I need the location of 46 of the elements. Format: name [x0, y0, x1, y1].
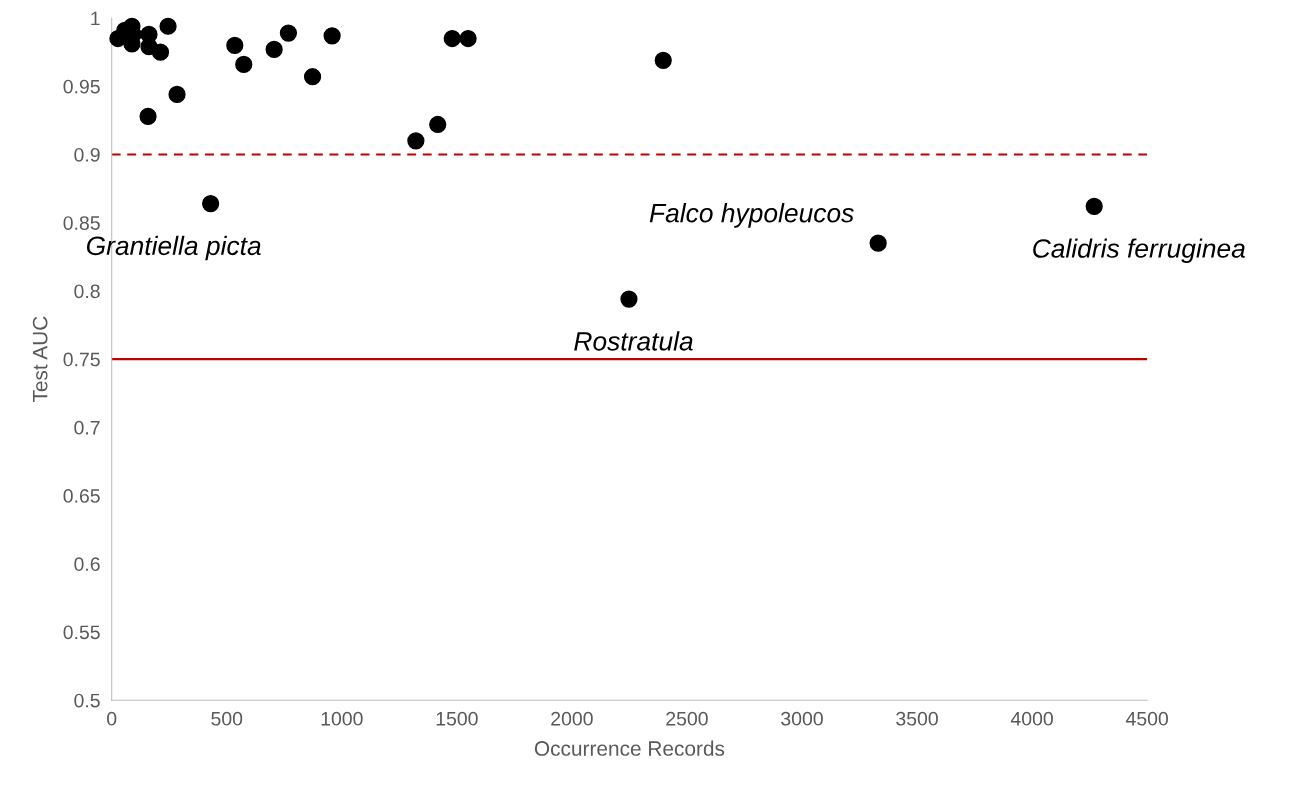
- annotation: Falco hypoleucos: [649, 203, 854, 228]
- point: [202, 194, 220, 213]
- y-tick-label: 0.7: [74, 420, 100, 435]
- point: [159, 17, 177, 35]
- y-tick-label: 1: [91, 11, 100, 26]
- y-tick-label: 0.55: [63, 625, 100, 640]
- x-tick-label: 3500: [896, 711, 938, 726]
- point: [139, 107, 157, 125]
- x-axis-title: Occurrence Records: [534, 740, 725, 756]
- point: [1085, 197, 1103, 215]
- y-tick-label: 0.75: [63, 352, 100, 367]
- point: [279, 24, 298, 42]
- x-tick-label: 2000: [551, 711, 593, 726]
- point: [303, 68, 322, 86]
- y-tick-label: 0.8: [74, 284, 100, 299]
- point: [459, 29, 477, 48]
- x-tick-label: 1000: [321, 711, 363, 726]
- point: [654, 51, 672, 69]
- y-tick-label: 0.5: [74, 693, 100, 708]
- y-tick-label: 0.85: [63, 216, 100, 230]
- annotation: Grantiella picta: [86, 235, 261, 261]
- y-tick-label: 0.65: [63, 489, 100, 503]
- x-tick-label: 1500: [436, 711, 478, 726]
- x-tick-label: 500: [211, 711, 243, 726]
- point: [151, 43, 170, 61]
- y-tick-label: 0.9: [74, 147, 100, 162]
- y-axis-title: Test AUC: [32, 316, 48, 403]
- point: [620, 290, 638, 308]
- y-tick-label: 0.95: [63, 79, 100, 94]
- x-tick-label: 0: [107, 711, 117, 726]
- point: [323, 27, 341, 45]
- point: [407, 132, 425, 150]
- point: [443, 29, 461, 48]
- point: [235, 55, 253, 74]
- x-tick-label: 2500: [666, 711, 708, 726]
- point: [429, 115, 447, 134]
- point: [168, 85, 186, 104]
- annotation: Rostratula: [574, 331, 693, 351]
- point: [869, 234, 887, 252]
- annotation: Calidris ferruginea: [1033, 238, 1245, 264]
- x-tick-label: 4000: [1010, 711, 1053, 726]
- y-tick-label: 0.6: [74, 557, 100, 572]
- x-tick-label: 3000: [781, 711, 823, 726]
- x-tick-label: 4500: [1125, 711, 1168, 726]
- point: [265, 40, 283, 59]
- point: [226, 36, 244, 54]
